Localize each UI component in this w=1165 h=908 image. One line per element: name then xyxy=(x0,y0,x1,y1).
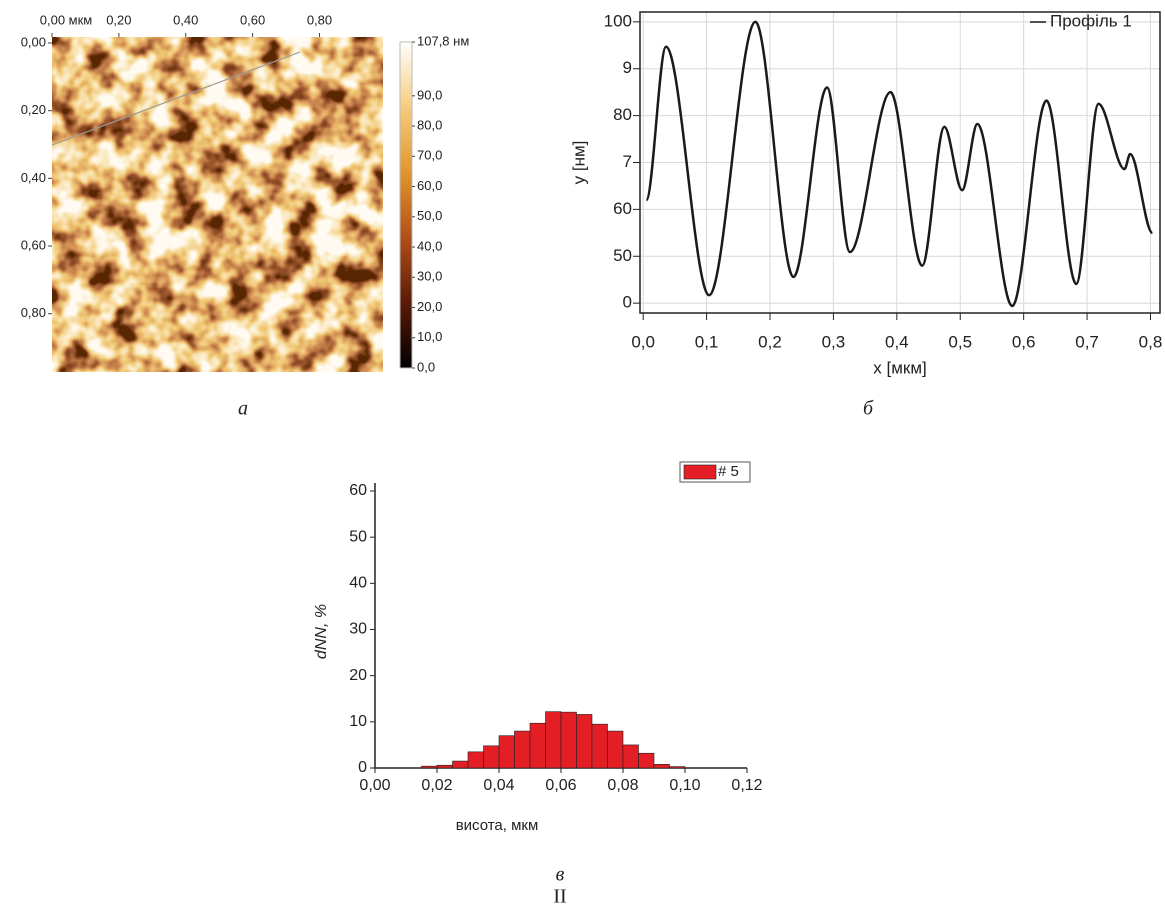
caption: а xyxy=(238,398,248,420)
y-tick-label: 7 xyxy=(623,152,632,171)
x-tick-label: 0,1 xyxy=(695,332,719,351)
bar xyxy=(498,735,515,769)
x-tick-label: 0,60 xyxy=(240,12,265,27)
y-tick-label: 0,80 xyxy=(21,305,46,320)
x-tick-label: 0,80 xyxy=(307,12,332,27)
caption: в xyxy=(556,864,565,886)
bar xyxy=(576,714,593,769)
bar xyxy=(467,751,484,769)
bar xyxy=(436,764,453,769)
x-tick-label: 0,12 xyxy=(731,777,762,794)
colorbar-label: 20,0 xyxy=(417,299,442,314)
colorbar-label: 60,0 xyxy=(417,178,442,193)
x-tick-label: 0,8 xyxy=(1139,332,1163,351)
x-tick-label: 0,06 xyxy=(545,777,576,794)
profile-line xyxy=(51,51,301,146)
y-tick-label: 60 xyxy=(613,199,632,218)
x-tick-label: 0,3 xyxy=(822,332,846,351)
y-tick-label: 0 xyxy=(358,759,367,776)
x-tick-label: 0,7 xyxy=(1075,332,1099,351)
bar xyxy=(622,744,639,769)
x-tick-label: 0,6 xyxy=(1012,332,1036,351)
bar xyxy=(560,711,577,769)
x-axis-label: x [мкм] xyxy=(873,358,926,377)
y-tick-label: 9 xyxy=(623,58,632,77)
colorbar-label: 0,0 xyxy=(417,359,435,374)
x-tick-label: 0,4 xyxy=(885,332,909,351)
y-axis-label: dNN, % xyxy=(313,604,330,659)
y-tick-label: 80 xyxy=(613,105,632,124)
y-tick-label: 50 xyxy=(349,528,367,545)
y-tick-label: 0 xyxy=(623,293,632,312)
bar xyxy=(483,745,500,769)
y-tick-label: 0,40 xyxy=(21,170,46,185)
colorbar xyxy=(399,41,413,369)
afm-image xyxy=(52,37,383,372)
legend-swatch xyxy=(683,464,717,480)
y-tick-label: 60 xyxy=(349,482,367,499)
bar xyxy=(452,760,469,769)
x-tick-label: 0,04 xyxy=(483,777,514,794)
y-tick-label: 0,20 xyxy=(21,102,46,117)
bar xyxy=(514,730,531,769)
y-tick-label: 40 xyxy=(349,575,367,592)
colorbar-label: 40,0 xyxy=(417,238,442,253)
x-tick-label: 0,40 xyxy=(173,12,198,27)
x-axis-label: висота, мкм xyxy=(456,817,539,834)
bar xyxy=(591,723,608,769)
colorbar-label: 90,0 xyxy=(417,87,442,102)
x-tick-label: 0,00 xyxy=(359,777,390,794)
y-tick-label: 0,00 xyxy=(21,34,46,49)
colorbar-label: 70,0 xyxy=(417,148,442,163)
y-tick-label: 50 xyxy=(613,246,632,265)
x-tick-label: 0,08 xyxy=(607,777,638,794)
bar xyxy=(669,766,686,769)
x-tick-label: 0,0 xyxy=(631,332,655,351)
legend-label: Профіль 1 xyxy=(1050,11,1132,30)
y-tick-label: 100 xyxy=(604,11,632,30)
bar xyxy=(545,711,562,769)
y-tick-label: 0,60 xyxy=(21,237,46,252)
x-tick-label: 0,2 xyxy=(758,332,782,351)
y-axis-label: y [нм] xyxy=(569,141,588,185)
legend-label: # 5 xyxy=(718,463,739,480)
figure-label: II xyxy=(553,886,566,908)
bar xyxy=(421,765,438,769)
x-tick-label: 0,5 xyxy=(948,332,972,351)
colorbar-label: 50,0 xyxy=(417,208,442,223)
colorbar-label: 10,0 xyxy=(417,329,442,344)
x-tick-label: 0,02 xyxy=(421,777,452,794)
bar xyxy=(653,764,670,769)
x-tick-label: 0,00 мкм xyxy=(40,12,93,27)
x-tick-label: 0,20 xyxy=(106,12,131,27)
profile-curve xyxy=(645,20,1154,308)
x-tick-label: 0,10 xyxy=(669,777,700,794)
y-tick-label: 10 xyxy=(349,713,367,730)
plot-frame xyxy=(639,11,1161,314)
bar xyxy=(638,752,655,769)
y-tick-label: 20 xyxy=(349,667,367,684)
bar xyxy=(607,730,624,769)
colorbar-label: 30,0 xyxy=(417,269,442,284)
colorbar-label: 107,8 нм xyxy=(417,33,469,48)
bar xyxy=(529,722,546,769)
colorbar-label: 80,0 xyxy=(417,118,442,133)
y-tick-label: 30 xyxy=(349,621,367,638)
caption: б xyxy=(863,398,874,420)
